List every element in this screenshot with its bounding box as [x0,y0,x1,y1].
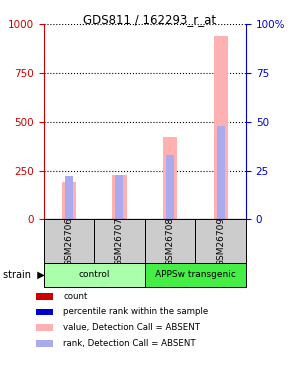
Text: GSM26709: GSM26709 [216,216,225,266]
Text: GDS811 / 162293_r_at: GDS811 / 162293_r_at [83,13,217,26]
Bar [62,182,76,219]
Text: control: control [78,270,110,279]
Bar [44,262,145,287]
Bar [44,219,94,262]
Bar [145,219,195,262]
Text: strain  ▶: strain ▶ [3,270,45,280]
Text: percentile rank within the sample: percentile rank within the sample [63,308,208,316]
Bar [94,219,145,262]
Bar [116,174,124,219]
Bar [145,262,246,287]
Text: GSM26708: GSM26708 [166,216,175,266]
Text: GSM26707: GSM26707 [115,216,124,266]
Text: APPSw transgenic: APPSw transgenic [155,270,236,279]
Text: rank, Detection Call = ABSENT: rank, Detection Call = ABSENT [63,339,196,348]
Bar [65,177,73,219]
Bar [214,36,228,219]
Text: count: count [63,292,87,301]
Bar [163,138,177,219]
Bar [217,126,225,219]
Bar [166,155,174,219]
Bar [112,174,127,219]
Text: value, Detection Call = ABSENT: value, Detection Call = ABSENT [63,323,200,332]
Text: GSM26706: GSM26706 [64,216,73,266]
Bar [195,219,246,262]
